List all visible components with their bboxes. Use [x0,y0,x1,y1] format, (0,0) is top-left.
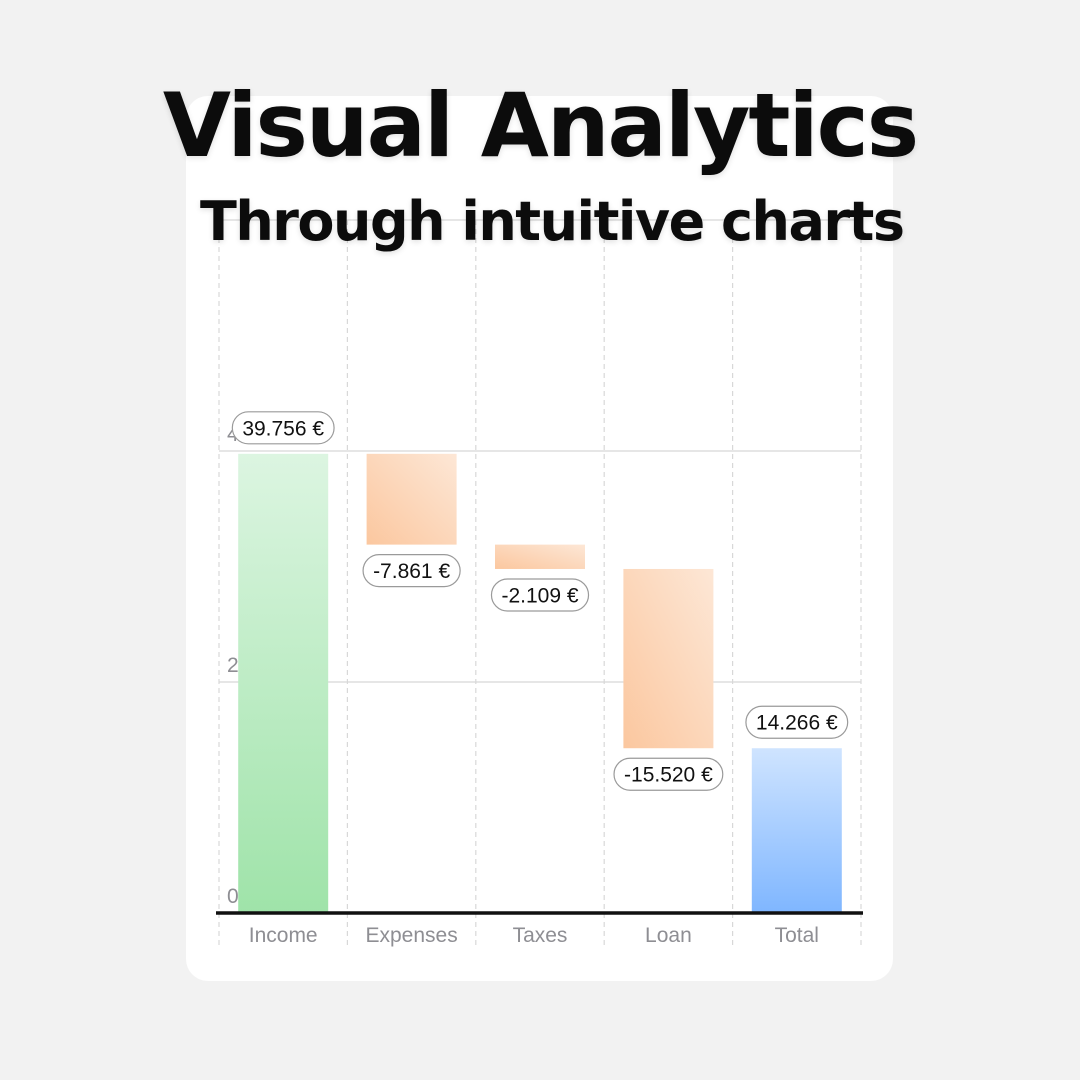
x-axis-labels: Income Expenses Taxes Loan Total [249,924,819,947]
bar-expenses [366,453,457,545]
value-label: -7.861 € [362,554,461,588]
bar-total [751,748,842,913]
headline: Visual Analytics [162,74,919,177]
value-label: -2.109 € [490,578,590,612]
value-label-text: 39.756 € [242,417,324,440]
value-labels: 39.756 € -7.861 € -2.109 € -15.520 € 14.266 … [231,411,849,791]
value-label-text: 14.266 € [756,712,838,735]
y-tick-label: 0 [227,885,239,908]
x-tick-label: Expenses [365,924,457,947]
bar-loan [623,568,714,749]
value-label: 14.266 € [745,705,849,739]
value-label-pill [362,554,461,588]
value-label-text: -15.520 € [624,764,713,787]
bar-income [238,453,329,913]
value-label-pill [490,578,590,612]
bars [238,453,842,913]
value-label-pill [613,757,724,791]
value-label-text: -2.109 € [501,584,578,607]
value-label-text: -7.861 € [373,560,450,583]
subheadline: Through intuitive charts [200,190,905,253]
bar-taxes [495,544,585,569]
x-tick-label: Total [775,924,819,947]
x-tick-label: Taxes [513,924,568,947]
x-tick-label: Loan [645,924,692,947]
value-label: 39.756 € [231,411,335,445]
value-label: -15.520 € [613,757,724,791]
value-label-pill [745,705,849,739]
value-label-pill [231,411,335,445]
x-tick-label: Income [249,924,318,947]
